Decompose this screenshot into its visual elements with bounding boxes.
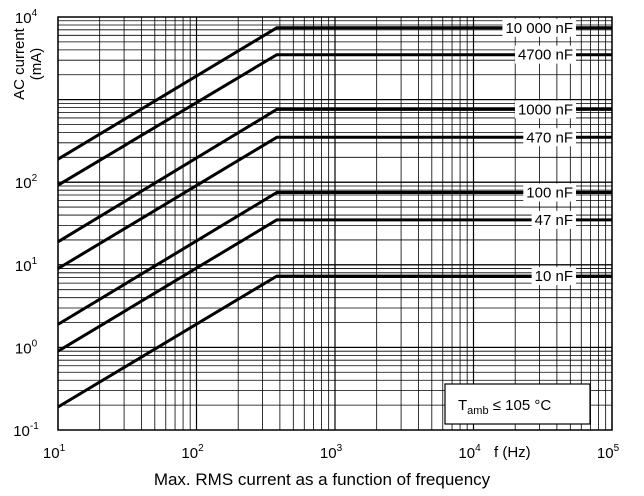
tick-exponent: 4 <box>32 8 38 19</box>
annotation-condition: ≤ 105 °C <box>489 397 552 414</box>
series-lines <box>57 26 612 409</box>
series-line <box>57 26 612 161</box>
x-tick-label: 104 <box>458 443 481 462</box>
y-axis-label-line2: (mA) <box>28 48 45 81</box>
x-tick-label: 102 <box>181 443 204 462</box>
series-label: 1000 nF <box>514 100 576 119</box>
x-tick-label: 105 <box>597 443 620 462</box>
series-line <box>57 135 612 270</box>
tick-exponent: 0 <box>32 338 38 349</box>
temperature-annotation: Tamb ≤ 105 °C <box>444 383 591 425</box>
annotation-symbol: T <box>458 397 467 414</box>
series-label-text: 10 nF <box>535 268 573 285</box>
grid <box>57 16 613 431</box>
tick-base: 10 <box>320 445 337 462</box>
tick-base: 10 <box>13 423 30 440</box>
series-line <box>57 107 612 244</box>
y-tick-label: 100 <box>15 338 38 357</box>
x-tick-label: 103 <box>320 443 343 462</box>
tick-base: 10 <box>458 445 475 462</box>
y-tick-label: 102 <box>15 173 38 192</box>
tick-base: 10 <box>597 445 614 462</box>
y-axis-label-line1: AC current <box>11 27 28 100</box>
tick-base: 10 <box>43 445 60 462</box>
tick-base: 10 <box>181 445 198 462</box>
plot-frame <box>57 16 613 431</box>
tick-base: 10 <box>15 258 32 275</box>
series-label-text: 1000 nF <box>518 101 573 118</box>
series-line <box>57 53 612 187</box>
series-labels: 10 000 nF 4700 nF 1000 nF 470 nF 100 nF 47 nF… <box>502 18 576 286</box>
series-label: 100 nF <box>523 183 576 202</box>
figure-caption: Max. RMS current as a function of freque… <box>153 470 491 489</box>
series-label-text: 47 nF <box>535 212 573 229</box>
x-axis-label-bg <box>490 440 554 462</box>
tick-exponent: 5 <box>614 443 620 454</box>
x-axis-label: f (Hz) <box>494 444 531 461</box>
tick-exponent: 1 <box>32 256 38 267</box>
series-line <box>57 218 612 353</box>
y-tick-label: 101 <box>15 256 38 275</box>
series-label-text: 4700 nF <box>518 47 573 64</box>
series-label: 47 nF <box>531 210 576 229</box>
series-label: 470 nF <box>523 128 576 147</box>
tick-exponent: 2 <box>198 443 204 454</box>
tick-base: 10 <box>15 175 32 192</box>
series-line <box>57 274 612 409</box>
annotation-subscript: amb <box>467 405 488 417</box>
series-label-text: 100 nF <box>526 185 573 202</box>
tick-exponent: 1 <box>60 443 66 454</box>
series-label: 10 000 nF <box>502 18 576 37</box>
tick-exponent: 2 <box>32 173 38 184</box>
tick-base: 10 <box>15 340 32 357</box>
x-tick-label: 101 <box>43 443 66 462</box>
svg-text:Tamb ≤ 105 °C: Tamb ≤ 105 °C <box>458 397 551 417</box>
series-line <box>57 191 612 326</box>
y-tick-label: 10-1 <box>13 421 39 440</box>
tick-exponent: -1 <box>30 421 39 432</box>
series-label-text: 10 000 nF <box>505 20 573 37</box>
series-label: 10 nF <box>531 267 576 286</box>
tick-base: 10 <box>15 10 32 27</box>
y-tick-label: 104 <box>15 8 38 27</box>
series-label: 4700 nF <box>514 45 576 64</box>
series-label-text: 470 nF <box>526 129 573 146</box>
tick-exponent: 4 <box>475 443 481 454</box>
tick-exponent: 3 <box>337 443 343 454</box>
